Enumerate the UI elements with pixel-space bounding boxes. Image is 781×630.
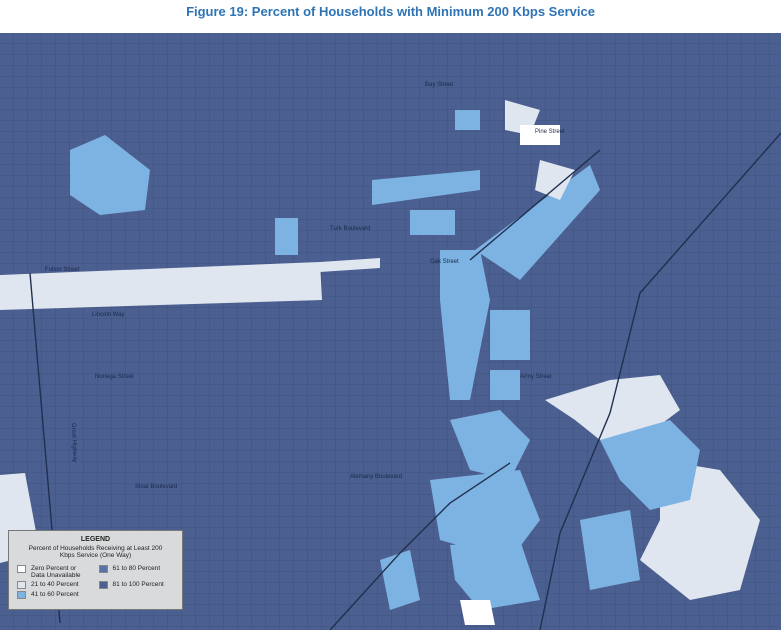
region: [535, 160, 575, 200]
region: [600, 420, 700, 510]
region: [372, 170, 480, 205]
legend-item: 61 to 80 Percent: [98, 565, 175, 579]
legend: LEGEND Percent of Households Receiving a…: [8, 530, 183, 610]
street-label: Alemany Boulevard: [350, 474, 402, 480]
street-label: Noriega Street: [95, 374, 134, 380]
region: [520, 125, 560, 145]
legend-swatch: [98, 581, 108, 589]
legend-items: Zero Percent or Data Unavailable 21 to 40…: [9, 565, 182, 599]
freeway: [469, 149, 601, 261]
legend-label: 81 to 100 Percent: [112, 581, 164, 588]
street-label: Sloat Boulevard: [135, 484, 177, 490]
region: [440, 250, 490, 400]
street-label: Great Highway: [70, 423, 77, 463]
legend-item: 81 to 100 Percent: [98, 581, 175, 589]
legend-subtitle: Percent of Households Receiving at Least…: [28, 545, 163, 559]
region: [430, 470, 540, 560]
region: [580, 510, 640, 590]
legend-label: 21 to 40 Percent: [31, 581, 79, 588]
street-label: Pine Street: [535, 129, 565, 135]
region: [275, 218, 298, 255]
freeway: [329, 462, 511, 630]
region: [0, 262, 322, 310]
region: [410, 210, 455, 235]
regions: [0, 100, 760, 625]
street-label: Lincoln Way: [92, 312, 124, 318]
map: Lincoln Way Turk Boulevard Oak Street Fu…: [0, 33, 781, 630]
legend-label: 61 to 80 Percent: [112, 565, 161, 572]
legend-swatch: [98, 565, 108, 573]
region: [450, 540, 540, 610]
region: [490, 370, 520, 400]
legend-swatch: [17, 581, 26, 589]
legend-swatch: [17, 565, 26, 573]
figure-title: Figure 19: Percent of Households with Mi…: [186, 4, 595, 19]
legend-item: 21 to 40 Percent: [17, 581, 93, 589]
street-label: Oak Street: [430, 259, 459, 265]
legend-label: Zero Percent or Data Unavailable: [31, 565, 81, 579]
street-label: Turk Boulevard: [330, 226, 370, 232]
region: [460, 600, 495, 625]
region: [320, 258, 380, 272]
legend-item: Zero Percent or Data Unavailable: [17, 565, 93, 579]
street-label: Fulton Street: [45, 267, 80, 273]
legend-swatch: [17, 591, 26, 599]
legend-title: LEGEND: [80, 536, 111, 543]
region: [70, 135, 150, 215]
street-label: Bay Street: [425, 82, 453, 88]
region: [450, 410, 530, 480]
region: [490, 310, 530, 360]
region: [455, 110, 480, 130]
legend-item: 41 to 60 Percent: [17, 591, 93, 599]
region: [545, 375, 680, 440]
street-label: Army Street: [520, 374, 552, 380]
region: [475, 165, 600, 280]
freeway: [539, 132, 781, 630]
legend-label: 41 to 60 Percent: [31, 591, 79, 598]
